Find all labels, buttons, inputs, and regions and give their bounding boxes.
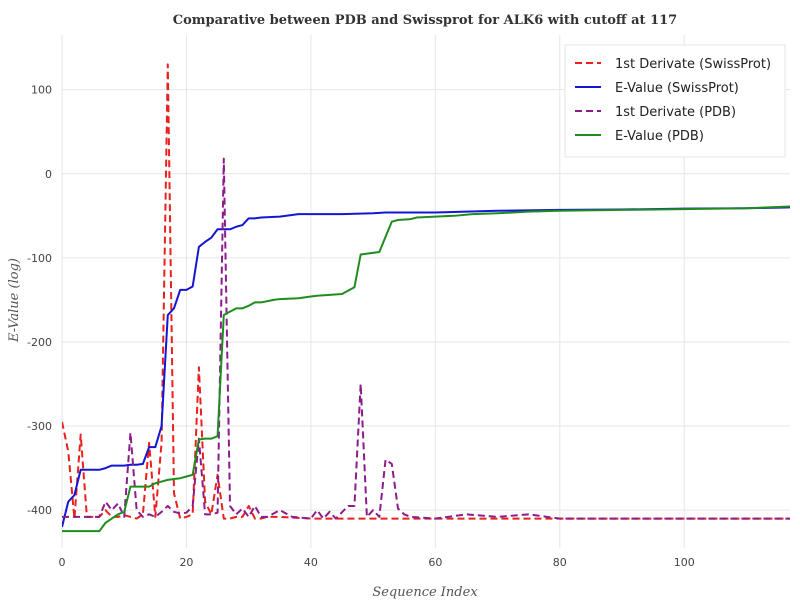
legend-label: 1st Derivate (SwissProt)	[615, 57, 771, 72]
legend-label: E-Value (PDB)	[615, 129, 704, 144]
x-ticks: 0 20 40 60 80 100	[59, 556, 695, 569]
chart-title: Comparative between PDB and Swissprot fo…	[173, 13, 677, 28]
y-tick-label: -100	[27, 252, 52, 265]
series-line-3	[62, 157, 790, 520]
x-tick-label: 80	[553, 556, 567, 569]
y-tick-label: 0	[45, 168, 52, 181]
y-axis-label: E-Value (log)	[7, 258, 22, 343]
series-layer	[62, 63, 790, 533]
grid	[61, 35, 790, 548]
y-tick-label: -200	[27, 336, 52, 349]
series-line-2	[62, 206, 790, 528]
legend: 1st Derivate (SwissProt) E-Value (SwissPr…	[564, 44, 786, 158]
x-tick-label: 100	[674, 556, 695, 569]
x-tick-label: 20	[179, 556, 193, 569]
x-tick-label: 40	[304, 556, 318, 569]
y-ticks: 100 0 -100 -200 -300 -400	[27, 84, 52, 517]
y-tick-label: -400	[27, 504, 52, 517]
legend-box	[564, 44, 786, 158]
y-tick-label: 100	[31, 84, 52, 97]
series-line-4	[62, 205, 790, 533]
x-axis-label: Sequence Index	[372, 585, 478, 600]
y-tick-label: -300	[27, 420, 52, 433]
legend-label: E-Value (SwissProt)	[615, 81, 739, 96]
series-line-1	[62, 63, 790, 520]
legend-label: 1st Derivate (PDB)	[615, 105, 736, 120]
x-tick-label: 60	[428, 556, 442, 569]
plot-area	[62, 63, 790, 533]
x-tick-label: 0	[59, 556, 66, 569]
